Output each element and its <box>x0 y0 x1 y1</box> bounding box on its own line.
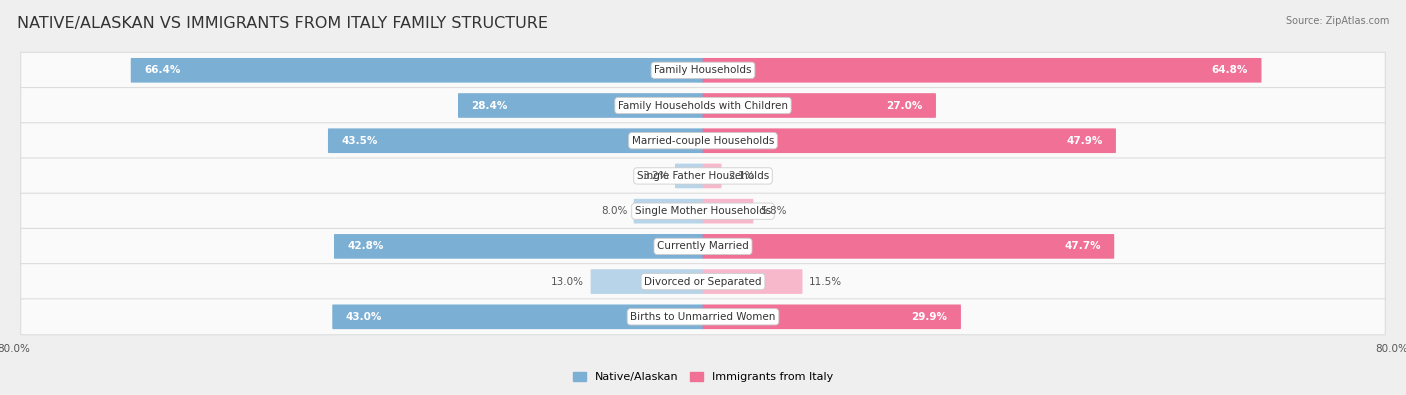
FancyBboxPatch shape <box>21 88 1385 124</box>
Text: NATIVE/ALASKAN VS IMMIGRANTS FROM ITALY FAMILY STRUCTURE: NATIVE/ALASKAN VS IMMIGRANTS FROM ITALY … <box>17 16 548 31</box>
FancyBboxPatch shape <box>703 305 960 329</box>
FancyBboxPatch shape <box>21 263 1385 299</box>
FancyBboxPatch shape <box>21 52 1385 88</box>
Text: 47.9%: 47.9% <box>1066 136 1102 146</box>
Text: Family Households: Family Households <box>654 65 752 75</box>
Text: Single Father Households: Single Father Households <box>637 171 769 181</box>
FancyBboxPatch shape <box>21 228 1385 264</box>
Text: 13.0%: 13.0% <box>551 276 583 287</box>
FancyBboxPatch shape <box>21 123 1385 159</box>
FancyBboxPatch shape <box>703 199 754 224</box>
Text: 27.0%: 27.0% <box>886 100 922 111</box>
FancyBboxPatch shape <box>591 269 703 294</box>
Text: 43.5%: 43.5% <box>342 136 378 146</box>
FancyBboxPatch shape <box>703 128 1116 153</box>
FancyBboxPatch shape <box>703 234 1114 259</box>
Text: 8.0%: 8.0% <box>600 206 627 216</box>
FancyBboxPatch shape <box>332 305 703 329</box>
FancyBboxPatch shape <box>703 93 936 118</box>
Text: 66.4%: 66.4% <box>143 65 180 75</box>
Text: Married-couple Households: Married-couple Households <box>631 136 775 146</box>
Text: Currently Married: Currently Married <box>657 241 749 251</box>
Text: 47.7%: 47.7% <box>1064 241 1101 251</box>
FancyBboxPatch shape <box>21 193 1385 229</box>
FancyBboxPatch shape <box>675 164 703 188</box>
Text: 64.8%: 64.8% <box>1212 65 1249 75</box>
FancyBboxPatch shape <box>703 164 721 188</box>
FancyBboxPatch shape <box>335 234 703 259</box>
Text: 3.2%: 3.2% <box>643 171 669 181</box>
Text: 28.4%: 28.4% <box>471 100 508 111</box>
Text: Divorced or Separated: Divorced or Separated <box>644 276 762 287</box>
FancyBboxPatch shape <box>21 299 1385 335</box>
Text: 5.8%: 5.8% <box>759 206 786 216</box>
FancyBboxPatch shape <box>703 58 1261 83</box>
Text: Births to Unmarried Women: Births to Unmarried Women <box>630 312 776 322</box>
FancyBboxPatch shape <box>328 128 703 153</box>
Text: Source: ZipAtlas.com: Source: ZipAtlas.com <box>1285 16 1389 26</box>
FancyBboxPatch shape <box>703 269 803 294</box>
FancyBboxPatch shape <box>458 93 703 118</box>
Text: 11.5%: 11.5% <box>808 276 842 287</box>
FancyBboxPatch shape <box>131 58 703 83</box>
Text: 42.8%: 42.8% <box>347 241 384 251</box>
Legend: Native/Alaskan, Immigrants from Italy: Native/Alaskan, Immigrants from Italy <box>568 367 838 387</box>
FancyBboxPatch shape <box>634 199 703 224</box>
Text: Single Mother Households: Single Mother Households <box>636 206 770 216</box>
Text: 43.0%: 43.0% <box>346 312 382 322</box>
Text: Family Households with Children: Family Households with Children <box>619 100 787 111</box>
Text: 29.9%: 29.9% <box>911 312 948 322</box>
FancyBboxPatch shape <box>21 158 1385 194</box>
Text: 2.1%: 2.1% <box>728 171 755 181</box>
